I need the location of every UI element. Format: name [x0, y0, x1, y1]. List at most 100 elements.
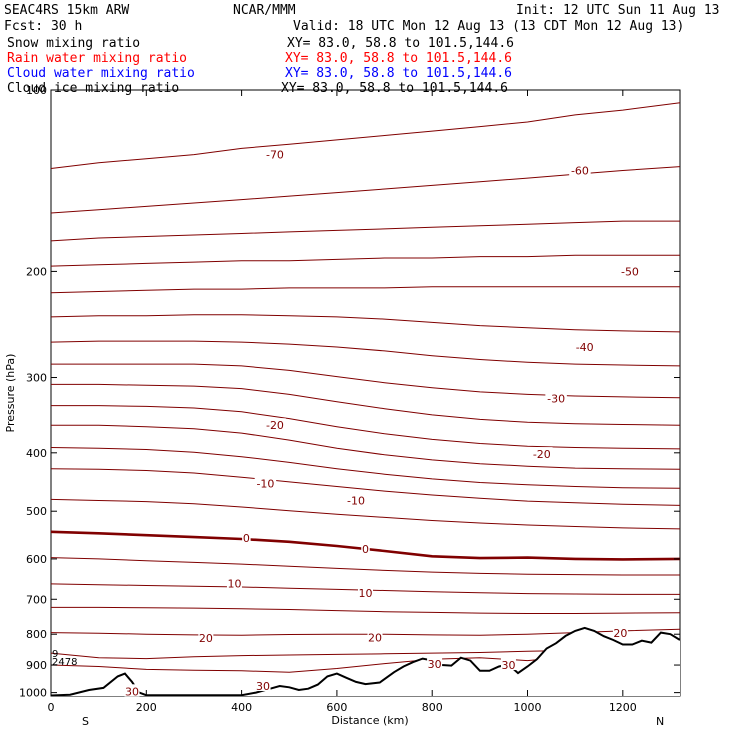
contour-label: -20 — [533, 448, 551, 461]
legend-ice-xy: XY= 83.0, 58.8 to 101.5,144.6 — [281, 81, 508, 96]
contour-label-bg — [264, 418, 286, 431]
terrain-layer — [50, 626, 681, 697]
contour-label-bg — [500, 658, 516, 671]
contour-label-bg — [573, 340, 596, 353]
model-title: SEAC4RS 15km ARW — [4, 3, 129, 18]
contour-label-bg — [545, 391, 567, 404]
contour-label: -30 — [547, 392, 565, 405]
contour-label: 30 — [501, 659, 515, 672]
y-tick-label: 500 — [26, 505, 47, 518]
contour-label: -50 — [621, 265, 639, 278]
contour-line-minus10 — [50, 468, 681, 506]
contour-label-bg — [198, 631, 214, 644]
legend-snow-xy: XY= 83.0, 58.8 to 101.5,144.6 — [287, 36, 514, 51]
corner-value-label: 2478 — [52, 657, 77, 668]
contour-line-minus25 — [51, 405, 681, 450]
contour-label-bg — [242, 531, 251, 544]
contour-label: -40 — [576, 341, 594, 354]
terrain-fill — [51, 627, 680, 696]
y-tick-label: 100 — [26, 84, 47, 97]
contour-label: -10 — [347, 495, 365, 508]
contour-label-bg — [226, 576, 242, 589]
contour-label-bg — [358, 585, 373, 598]
x-tick-label: 400 — [231, 701, 252, 714]
contour-line-minus65 — [50, 166, 681, 214]
contour-label: 20 — [613, 627, 627, 640]
contour-line-minus15 — [50, 447, 681, 489]
legend-snow-label: Snow mixing ratio — [7, 36, 140, 51]
start-label: S — [82, 715, 89, 728]
contour-line-20 — [50, 628, 681, 636]
terrain-line — [50, 626, 681, 697]
legend-rain-xy: XY= 83.0, 58.8 to 101.5,144.6 — [285, 51, 512, 66]
contour-label: 30 — [125, 685, 139, 698]
contour-label: 10 — [227, 577, 241, 590]
plot-frame — [50, 89, 681, 697]
contour-label-bg — [264, 147, 286, 160]
contour-label: 0 — [243, 532, 250, 545]
x-tick-label: 600 — [326, 701, 347, 714]
valid-time: Valid: 18 UTC Mon 12 Aug 13 (13 CDT Mon … — [293, 19, 684, 34]
contour-label: 0 — [362, 543, 369, 556]
y-tick-label: 300 — [26, 372, 47, 385]
axes: 0 200 400 600 800 1000 12001000900800700600500… — [19, 84, 680, 714]
contour-label-bg — [345, 493, 367, 506]
contour-line-minus5 — [50, 498, 681, 530]
contour-label: 20 — [368, 631, 382, 644]
x-tick-label: 200 — [136, 701, 157, 714]
x-tick-label: 800 — [422, 701, 443, 714]
y-tick-label: 900 — [26, 659, 47, 672]
contour-label: -70 — [266, 149, 284, 162]
x-tick-label: 0 — [48, 701, 55, 714]
legend-cloudwater-label: Cloud water mixing ratio — [7, 66, 195, 81]
contour-labels: -70 -60 -50 -40 -30 -20 -20 -10 -10 0 0 10 10 20 20 20 3… — [124, 147, 641, 698]
y-tick-label: 600 — [26, 553, 47, 566]
legend: Snow mixing ratio XY= 83.0, 58.8 to 101.… — [7, 36, 514, 81]
forecast-hour: Fcst: 30 h — [4, 19, 82, 34]
contour-line-0 — [50, 530, 681, 561]
contour-label-bg — [619, 264, 641, 277]
end-label: N — [656, 715, 664, 728]
contour-label: -10 — [256, 478, 274, 491]
contour-line-minus60 — [50, 220, 680, 242]
legend-cloudwater-xy: XY= 83.0, 58.8 to 101.5,144.6 — [285, 66, 512, 81]
x-axis-title: Distance (km) — [331, 714, 408, 727]
contour-label-bg — [569, 163, 591, 176]
contour-line-5 — [50, 557, 680, 576]
init-time: Init: 12 UTC Sun 11 Aug 13 — [516, 3, 720, 18]
x-tick-label: 1000 — [514, 701, 542, 714]
contour-label-bg — [124, 684, 140, 697]
contour-label-bg — [612, 625, 628, 638]
y-tick-label: 800 — [26, 628, 47, 641]
y-tick-label: 700 — [26, 593, 47, 606]
y-tick-label: 1000 — [19, 687, 47, 700]
contour-label: 10 — [359, 587, 373, 600]
contour-label-bg — [361, 542, 370, 555]
contour-line-15 — [51, 606, 681, 614]
legend-ice-label: Cloud ice mixing ratio — [7, 81, 179, 96]
contour-label-bg — [367, 630, 383, 643]
contour-label: -60 — [571, 164, 589, 177]
legend-rain-label: Rain water mixing ratio — [7, 51, 187, 66]
contour-line-minus20 — [51, 424, 681, 470]
contour-line-minus55 — [50, 254, 680, 267]
contour-label-bg — [427, 656, 443, 669]
contour-label: -20 — [266, 419, 284, 432]
contour-label: 30 — [256, 680, 270, 693]
contour-line-minus30 — [51, 383, 681, 426]
corner-small-label: 9 — [52, 649, 58, 660]
y-tick-label: 400 — [26, 447, 47, 460]
x-tick-label: 1200 — [609, 701, 637, 714]
contour-label: 30 — [428, 658, 442, 671]
contour-line-minus35 — [51, 363, 681, 399]
contour-line-minus40 — [50, 340, 681, 367]
contour-label-bg — [531, 447, 553, 460]
y-axis-title: Pressure (hPa) — [4, 354, 17, 433]
contour-line-minus50 — [50, 286, 680, 294]
center-name: NCAR/MMM — [233, 3, 296, 18]
contour-label-bg — [255, 678, 271, 691]
contour-label-bg — [254, 476, 277, 489]
contour-line-minus45 — [50, 314, 681, 333]
contour-line-minus70 — [50, 102, 681, 169]
